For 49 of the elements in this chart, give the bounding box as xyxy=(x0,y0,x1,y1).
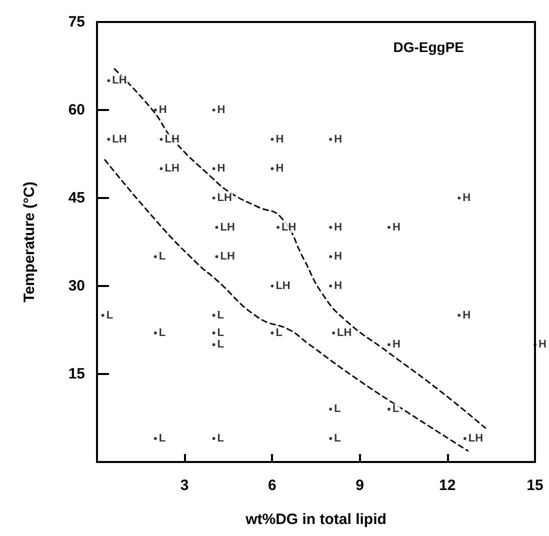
text: L xyxy=(392,403,400,416)
text: LH xyxy=(112,133,127,146)
x-tick-label: 12 xyxy=(439,477,456,494)
text: H xyxy=(392,221,400,234)
text: LH xyxy=(468,432,484,445)
x-tick-label: 15 xyxy=(526,477,544,494)
y-tick-label: 45 xyxy=(68,190,85,206)
series-label: LH xyxy=(112,74,127,87)
series-label: L xyxy=(158,250,166,263)
y-tick-label: 75 xyxy=(68,14,85,30)
text: LH xyxy=(337,326,352,339)
text: H xyxy=(217,104,226,116)
text: LH xyxy=(217,192,232,204)
text: LH xyxy=(220,250,235,263)
text: H xyxy=(334,221,342,234)
x-tick-label: 3 xyxy=(180,477,189,494)
text: L xyxy=(276,326,282,339)
text: L xyxy=(106,309,114,322)
text: H xyxy=(276,133,284,146)
annotation: DG-EggPE xyxy=(393,39,464,55)
x-tick-label: 9 xyxy=(356,477,364,494)
y-tick-label: 30 xyxy=(68,278,85,294)
text: LH xyxy=(220,221,235,234)
text: H xyxy=(334,133,342,146)
text: LH xyxy=(164,162,180,175)
text: L xyxy=(217,432,224,445)
x-axis-title: wt%DG in total lipid xyxy=(244,511,386,528)
text: H xyxy=(334,250,342,263)
text: L xyxy=(217,338,224,351)
text: LH xyxy=(276,280,290,292)
text: L xyxy=(158,432,166,445)
text: L xyxy=(334,403,341,416)
text: H xyxy=(462,192,471,204)
text: H xyxy=(217,162,226,175)
text: LH xyxy=(282,221,296,234)
text: L xyxy=(334,432,341,445)
x-tick-label: 6 xyxy=(268,477,276,494)
y-axis-title: Temperature (°C) xyxy=(21,182,38,302)
text: L xyxy=(217,326,224,339)
series-label: H xyxy=(158,104,167,116)
text: L xyxy=(158,326,166,339)
text: H xyxy=(538,338,546,351)
text: H xyxy=(276,162,284,175)
text: H xyxy=(462,309,471,322)
text: L xyxy=(217,309,224,322)
text: H xyxy=(334,280,342,292)
text: H xyxy=(392,338,400,351)
y-tick-label: 60 xyxy=(68,102,85,118)
y-tick-label: 15 xyxy=(68,366,85,382)
